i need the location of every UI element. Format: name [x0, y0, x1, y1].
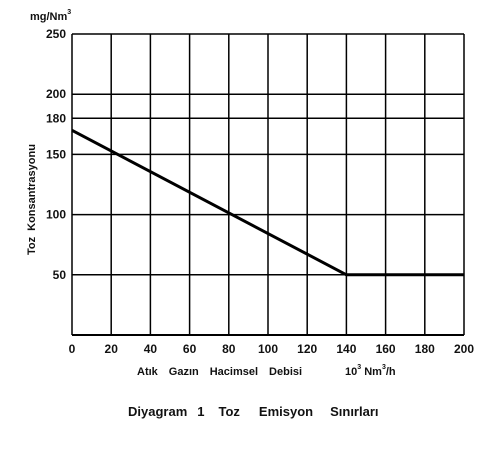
caption-word: Toz: [218, 404, 240, 419]
y-unit-sup: 3: [67, 9, 71, 16]
y-tick-label: 250: [46, 27, 66, 41]
y-tick-label: 200: [46, 87, 66, 101]
x-axis-title-word: Debisi: [269, 366, 302, 378]
y-axis-title-word: Toz: [26, 236, 38, 255]
limit-line: [71, 128, 464, 277]
caption-word: 1: [197, 404, 204, 419]
caption-word: Diyagram: [128, 404, 187, 419]
grid: [71, 33, 465, 336]
x-tick-label: 120: [297, 342, 317, 356]
x-unit-end: /h: [386, 366, 396, 378]
x-unit-label: 103 Nm3/h: [345, 364, 396, 378]
caption-word: Sınırları: [330, 404, 378, 419]
y-axis-title: Toz Konsantrasyonu: [26, 144, 38, 255]
x-tick-label: 40: [144, 342, 158, 356]
x-tick-label: 160: [376, 342, 396, 356]
y-unit-base: mg/Nm: [30, 11, 68, 23]
caption-word: Emisyon: [259, 404, 313, 419]
x-unit-mid: Nm: [361, 366, 382, 378]
plot-area: 0 20 40 60 80 100 120 140 160 180 200 50 100 150 180 20…: [46, 27, 474, 356]
x-axis-title-word: Hacimsel: [210, 366, 258, 378]
figure-caption: Diyagram 1 Toz Emisyon Sınırları: [128, 404, 379, 419]
x-tick-label: 80: [222, 342, 236, 356]
x-axis-title-word: Atık: [137, 366, 159, 378]
x-tick-label: 200: [454, 342, 474, 356]
x-tick-label: 140: [336, 342, 356, 356]
x-tick-label: 0: [69, 342, 76, 356]
x-unit-sup: 3: [357, 364, 361, 371]
x-tick-label: 100: [258, 342, 278, 356]
x-unit-sup: 3: [382, 364, 386, 371]
x-tick-label: 20: [105, 342, 119, 356]
y-tick-label: 180: [46, 111, 66, 125]
x-tick-label: 180: [415, 342, 435, 356]
y-tick-label: 150: [46, 147, 66, 161]
x-axis-title-word: Gazın: [169, 366, 199, 378]
x-tick-label: 60: [183, 342, 197, 356]
x-axis-title: Atık Gazın Hacimsel Debisi: [137, 366, 302, 378]
y-unit-label: mg/Nm3: [30, 9, 71, 23]
y-tick-label: 100: [46, 208, 66, 222]
y-tick-label: 50: [53, 268, 67, 282]
y-axis-title-word: Konsantrasyonu: [26, 144, 38, 231]
x-unit-base: 10: [345, 366, 357, 378]
